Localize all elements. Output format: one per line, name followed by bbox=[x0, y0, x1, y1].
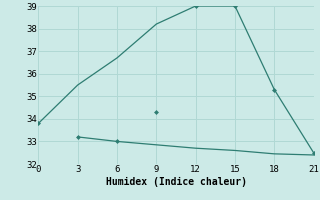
X-axis label: Humidex (Indice chaleur): Humidex (Indice chaleur) bbox=[106, 177, 246, 187]
